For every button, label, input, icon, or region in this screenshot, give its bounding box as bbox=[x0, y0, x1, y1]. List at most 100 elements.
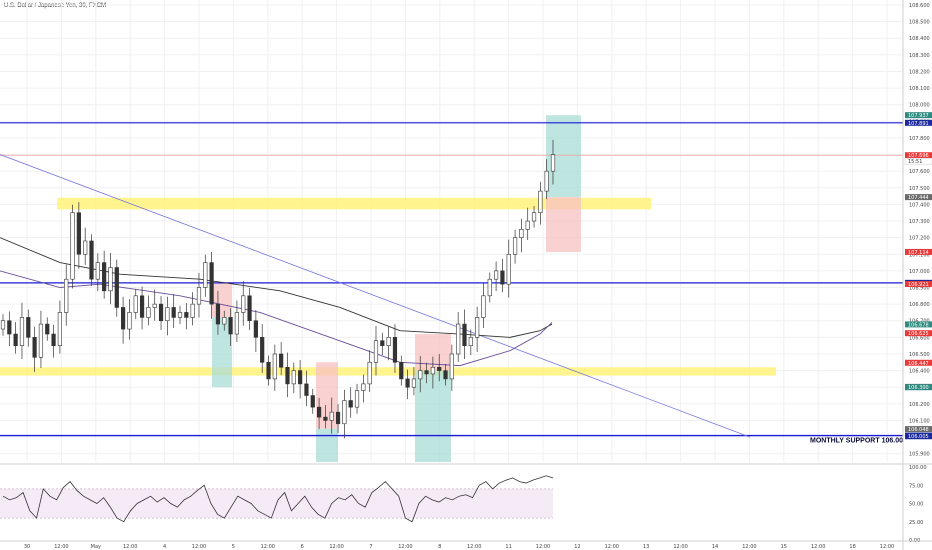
candle-body bbox=[133, 295, 138, 313]
price-label-text: 107.444 bbox=[908, 195, 929, 201]
candle-body bbox=[38, 323, 44, 358]
candle bbox=[215, 290, 221, 335]
candle-body bbox=[531, 212, 537, 222]
price-label-text: 106.300 bbox=[908, 385, 929, 391]
candle-body bbox=[215, 303, 221, 325]
price-tick-label: 106.900 bbox=[909, 286, 930, 292]
grid-lines bbox=[0, 0, 903, 462]
candle bbox=[133, 289, 138, 320]
price-label-badge: 107.937 bbox=[905, 112, 932, 119]
time-tick-label: 30 bbox=[24, 544, 30, 550]
candle bbox=[190, 292, 195, 326]
candle-body bbox=[304, 383, 309, 396]
price-label-bg bbox=[905, 384, 932, 391]
price-label-bg bbox=[905, 152, 932, 159]
candle bbox=[209, 251, 214, 319]
candle-body bbox=[437, 366, 442, 371]
candle-body bbox=[462, 323, 467, 346]
time-tick-label: 12:00 bbox=[192, 544, 206, 550]
candle bbox=[266, 355, 271, 386]
candle-body bbox=[411, 378, 417, 388]
price-tick-label: 106.100 bbox=[909, 418, 930, 424]
candle-body bbox=[449, 353, 454, 380]
candle bbox=[519, 218, 524, 253]
candle bbox=[361, 374, 366, 403]
price-label-badge: 106.005 bbox=[905, 433, 932, 440]
candle bbox=[139, 286, 145, 330]
price-tick-label: 106.400 bbox=[909, 369, 930, 375]
candle bbox=[127, 299, 132, 340]
candle bbox=[158, 296, 164, 331]
candle-body bbox=[76, 212, 81, 255]
candle bbox=[405, 369, 410, 400]
candle-body bbox=[51, 333, 56, 346]
price-tick-label: 108.200 bbox=[909, 69, 930, 75]
time-tick-label: May bbox=[91, 544, 101, 550]
candle bbox=[272, 344, 277, 391]
candle bbox=[392, 324, 398, 373]
candle bbox=[83, 227, 88, 265]
candle bbox=[386, 326, 391, 361]
candle-body bbox=[544, 170, 549, 192]
price-label-bg bbox=[905, 194, 932, 201]
candle bbox=[279, 342, 284, 376]
candle-body bbox=[272, 353, 277, 380]
support-zone bbox=[57, 197, 651, 210]
candle bbox=[449, 344, 454, 391]
candle-body bbox=[57, 312, 62, 346]
candle-body bbox=[456, 323, 461, 355]
candle-body bbox=[171, 307, 176, 318]
price-label-badge: 107.444 bbox=[905, 194, 932, 201]
candle bbox=[222, 310, 227, 331]
rsi-tick-label: 50.00 bbox=[909, 502, 923, 508]
candle-body bbox=[190, 303, 195, 318]
chart-symbol-title: U.S. Dollar / Japanese Yen, 30, FXCM bbox=[4, 3, 107, 9]
candle bbox=[285, 352, 290, 398]
price-tick-label: 107.400 bbox=[909, 202, 930, 208]
candle bbox=[354, 383, 360, 414]
candle bbox=[437, 353, 442, 382]
candle-body bbox=[83, 240, 88, 255]
position-box bbox=[546, 115, 581, 156]
candle bbox=[468, 329, 473, 355]
candle-body bbox=[139, 295, 145, 318]
time-tick-label: 12:00 bbox=[398, 544, 412, 550]
candle-body bbox=[506, 253, 511, 285]
candle bbox=[241, 281, 246, 326]
price-label-badge: 107.891 bbox=[905, 119, 932, 127]
time-tick-label: 12:00 bbox=[742, 544, 756, 550]
price-label-badge: 107.696 bbox=[905, 152, 932, 159]
price-label-badge: 15:51 bbox=[904, 157, 932, 165]
price-label-text: 106.048 bbox=[908, 427, 929, 433]
candle-body bbox=[538, 190, 543, 214]
price-label-bg bbox=[905, 321, 932, 328]
candle-body bbox=[165, 307, 170, 322]
price-label-text: 106.447 bbox=[908, 361, 929, 367]
price-label-text: 106.005 bbox=[908, 434, 929, 440]
price-label-bg bbox=[905, 248, 932, 255]
price-label-text: 106.678 bbox=[908, 322, 929, 328]
time-tick-label: 15 bbox=[781, 544, 787, 550]
candle bbox=[95, 253, 100, 292]
candle-body bbox=[222, 317, 227, 325]
price-label-bg bbox=[905, 359, 932, 366]
candle-body bbox=[380, 340, 385, 346]
candle-body bbox=[329, 411, 334, 421]
time-tick-label: 11 bbox=[505, 544, 511, 550]
candle bbox=[500, 258, 505, 293]
price-tick-label: 108.600 bbox=[909, 3, 930, 9]
candle bbox=[342, 389, 347, 439]
candle-body bbox=[247, 295, 252, 322]
candle bbox=[114, 259, 119, 317]
candle bbox=[57, 300, 62, 354]
time-tick-label: 12:00 bbox=[811, 544, 825, 550]
time-tick-label: 18 bbox=[849, 544, 855, 550]
ema-line bbox=[0, 237, 553, 338]
candle bbox=[184, 303, 189, 330]
candle bbox=[7, 311, 12, 347]
candle bbox=[418, 355, 423, 393]
candle-body bbox=[468, 337, 473, 346]
candle-body bbox=[525, 220, 530, 230]
candle-body bbox=[418, 370, 423, 380]
